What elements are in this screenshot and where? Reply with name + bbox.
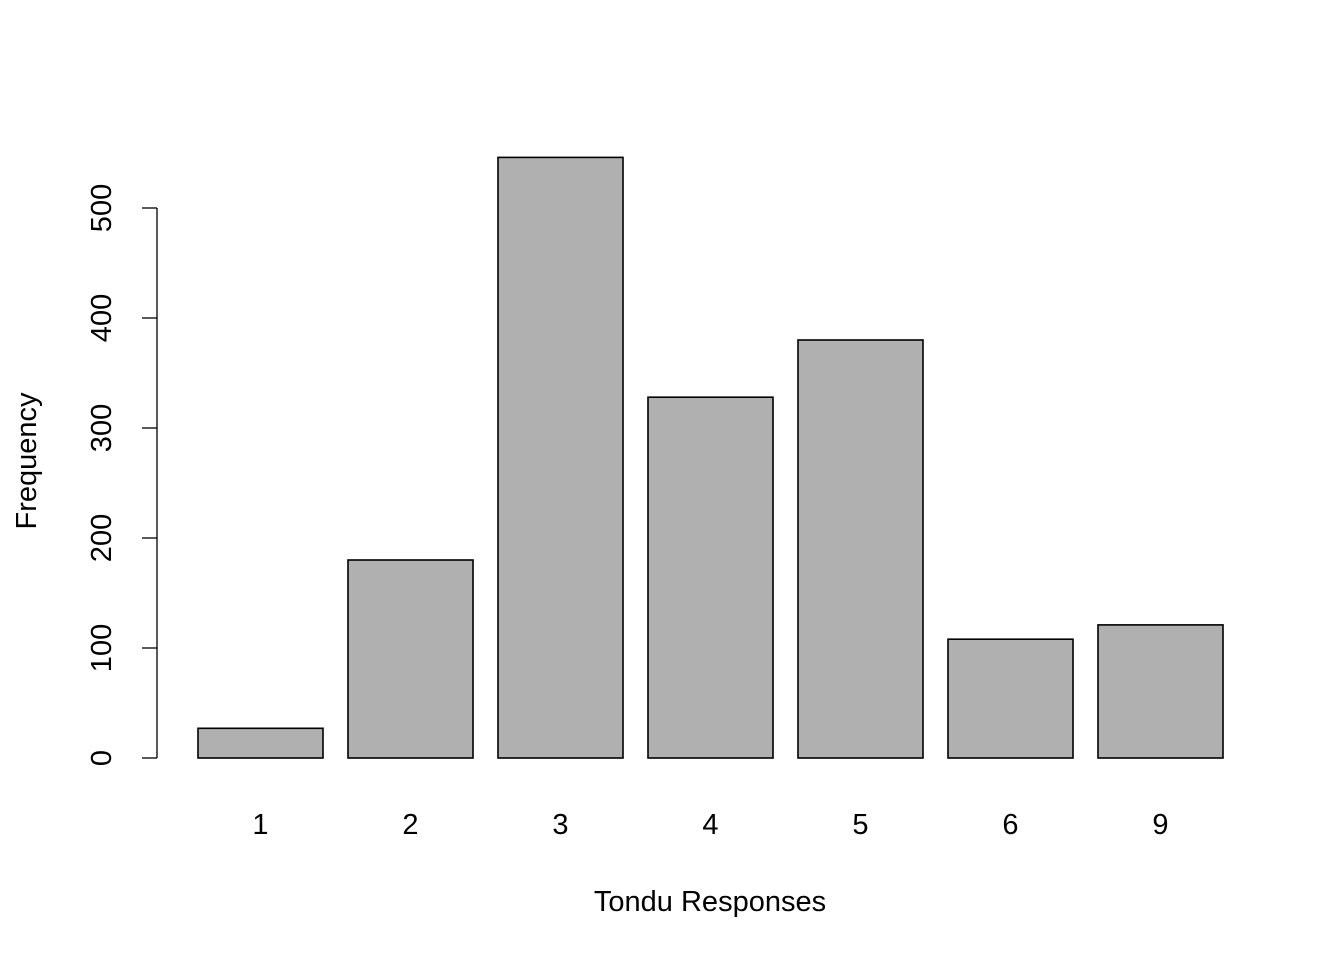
y-axis: 0 100 200 300 400 500 (86, 184, 158, 766)
bar-6 (947, 638, 1074, 759)
bars (197, 156, 1224, 759)
y-tick-label: 300 (86, 404, 118, 452)
y-tick-label: 400 (86, 294, 118, 342)
x-category-label: 1 (252, 809, 268, 841)
y-tick-label: 200 (86, 514, 118, 562)
bar-5 (797, 339, 924, 759)
x-category-label: 3 (552, 809, 568, 841)
bar-9 (1097, 624, 1224, 759)
x-axis-labels: 1 2 3 4 5 6 9 (252, 809, 1168, 841)
bar-3 (497, 156, 624, 759)
x-axis-title: Tondu Responses (594, 886, 826, 918)
bar-4 (647, 396, 774, 759)
y-tick-label: 500 (86, 184, 118, 232)
x-category-label: 4 (702, 809, 718, 841)
x-category-label: 6 (1002, 809, 1018, 841)
y-tick-label: 100 (86, 624, 118, 672)
bar-2 (347, 559, 474, 759)
bar-1 (197, 727, 324, 759)
y-tick-label: 0 (86, 750, 118, 766)
x-category-label: 2 (402, 809, 418, 841)
x-category-label: 9 (1152, 809, 1168, 841)
x-category-label: 5 (852, 809, 868, 841)
y-axis-title: Frequency (11, 392, 43, 530)
